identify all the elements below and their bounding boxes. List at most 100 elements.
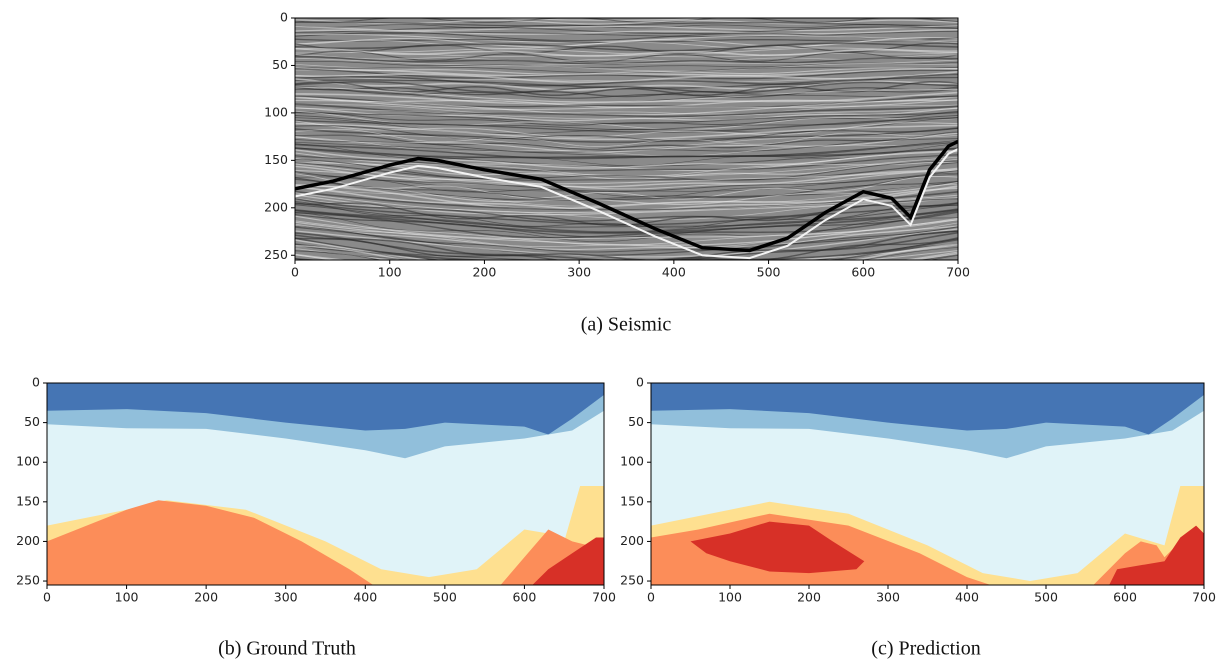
y-tick-label: 200 (16, 533, 40, 548)
x-tick-label: 300 (876, 590, 900, 605)
seismic-reflector (295, 209, 958, 234)
seismic-reflector (295, 97, 958, 111)
facies-layer (690, 521, 865, 574)
x-tick-label: 400 (353, 590, 377, 605)
seismic-reflector (295, 104, 958, 115)
seismic-reflector (295, 86, 958, 98)
seismic-image (295, 18, 958, 260)
y-tick-label: 100 (16, 454, 40, 469)
seismic-reflector (295, 52, 958, 58)
seismic-reflector (295, 81, 958, 97)
seismic-horizon (295, 139, 958, 253)
axes-frame (294, 17, 959, 261)
seismic-reflector (295, 18, 958, 21)
caption: (c) Prediction (871, 638, 980, 660)
x-tick-label: 700 (1192, 590, 1216, 605)
seismic-reflector (295, 231, 958, 260)
seismic-reflector (295, 165, 958, 188)
facies-layer (1109, 525, 1204, 585)
axes-frame (46, 382, 605, 586)
x-tick-label: 700 (592, 590, 616, 605)
x-tick-label: 400 (662, 265, 686, 280)
y-tick-label: 50 (628, 414, 644, 429)
y-tick-label: 200 (620, 533, 644, 548)
seismic-reflector (295, 111, 958, 125)
x-tick-label: 200 (797, 590, 821, 605)
x-tick-label: 600 (851, 265, 875, 280)
seismic-reflector (295, 143, 958, 166)
seismic-reflector (295, 177, 958, 201)
facies-image (651, 383, 1204, 585)
seismic-reflector (295, 230, 958, 260)
y-tick-label: 250 (16, 573, 40, 588)
seismic-reflector (295, 226, 958, 256)
y-tick-label: 0 (280, 10, 288, 25)
seismic-reflector (295, 125, 958, 142)
seismic-reflector (295, 147, 958, 167)
seismic-reflector (295, 68, 958, 80)
x-tick-label: 0 (291, 265, 299, 280)
seismic-reflector (295, 91, 958, 105)
seismic-reflector (295, 131, 958, 150)
x-tick-label: 100 (718, 590, 742, 605)
seismic-reflector (295, 158, 958, 181)
seismic-reflector (295, 211, 958, 239)
seismic-reflector (295, 210, 958, 239)
seismic-reflector (295, 66, 958, 74)
x-tick-label: 100 (378, 265, 402, 280)
caption: (b) Ground Truth (218, 638, 356, 660)
y-tick-label: 0 (32, 375, 40, 390)
x-tick-label: 500 (757, 265, 781, 280)
seismic-reflector (295, 61, 958, 69)
seismic-reflector (295, 81, 958, 94)
seismic-reflector (295, 172, 958, 198)
y-tick-label: 150 (16, 493, 40, 508)
x-tick-label: 500 (433, 590, 457, 605)
seismic-reflector (295, 66, 958, 75)
x-tick-label: 700 (946, 265, 970, 280)
x-tick-label: 0 (43, 590, 51, 605)
y-tick-label: 150 (264, 152, 288, 167)
x-tick-label: 0 (647, 590, 655, 605)
y-tick-label: 50 (272, 57, 288, 72)
x-tick-label: 600 (1113, 590, 1137, 605)
x-tick-label: 200 (194, 590, 218, 605)
x-tick-label: 500 (1034, 590, 1058, 605)
seismic-reflector (295, 47, 958, 57)
facies-image (47, 383, 604, 585)
seismic-reflector (295, 173, 958, 200)
seismic-reflector (295, 228, 958, 258)
facies-layer (532, 537, 604, 585)
facies-layer (47, 500, 374, 585)
seismic-reflector (295, 99, 958, 116)
seismic-reflector (295, 30, 958, 38)
seismic-reflector (295, 204, 958, 228)
seismic-reflector (295, 24, 958, 32)
y-tick-label: 100 (620, 454, 644, 469)
seismic-reflector (295, 18, 958, 24)
seismic-reflector (295, 42, 958, 54)
seismic-reflector (295, 225, 958, 250)
seismic-reflector (295, 21, 958, 27)
y-tick-label: 0 (636, 375, 644, 390)
seismic-reflector (295, 138, 958, 153)
x-tick-label: 300 (274, 590, 298, 605)
seismic-reflector (295, 128, 958, 147)
seismic-horizon-white (295, 148, 958, 260)
y-tick-label: 50 (24, 414, 40, 429)
axes-frame (650, 382, 1205, 586)
seismic-reflector (295, 222, 958, 248)
seismic-reflector (295, 117, 958, 133)
seismic-reflector (295, 208, 958, 233)
seismic-reflector (295, 24, 958, 29)
seismic-reflector (295, 239, 958, 260)
seismic-reflector (295, 47, 958, 55)
seismic-reflector (295, 158, 958, 177)
seismic-reflector (295, 110, 958, 126)
seismic-reflector (295, 192, 958, 214)
seismic-reflector (295, 170, 958, 192)
seismic-reflector (295, 137, 958, 157)
x-tick-label: 400 (955, 590, 979, 605)
seismic-reflector (295, 169, 958, 190)
